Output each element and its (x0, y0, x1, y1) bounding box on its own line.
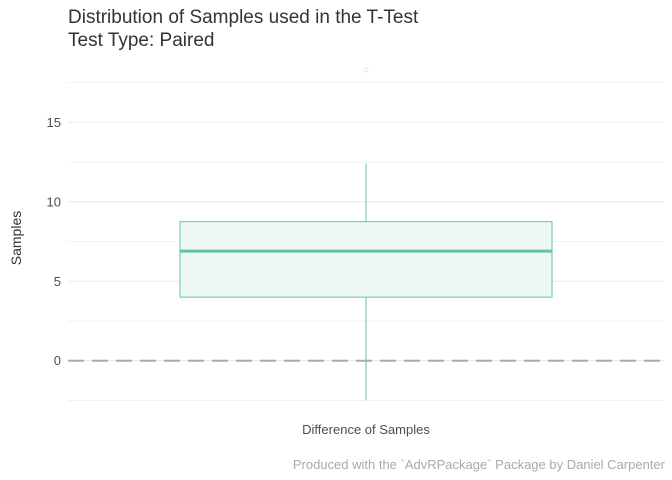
chart-title: Distribution of Samples used in the T-Te… (68, 7, 419, 28)
box-iqr (179, 221, 553, 298)
x-tick-label: Difference of Samples (302, 422, 430, 437)
y-tick-label: 15 (47, 115, 61, 130)
chart-caption: Produced with the `AdvRPackage` Package … (292, 457, 665, 472)
outlier-point (363, 67, 369, 73)
y-axis-title: Samples (8, 211, 24, 265)
chart-title-block: Distribution of Samples used in the T-Te… (68, 6, 418, 52)
y-tick-label: 10 (47, 194, 61, 209)
y-tick-label: 0 (54, 353, 61, 368)
y-tick-label: 5 (54, 274, 61, 289)
chart-subtitle: Test Type: Paired (68, 30, 215, 51)
